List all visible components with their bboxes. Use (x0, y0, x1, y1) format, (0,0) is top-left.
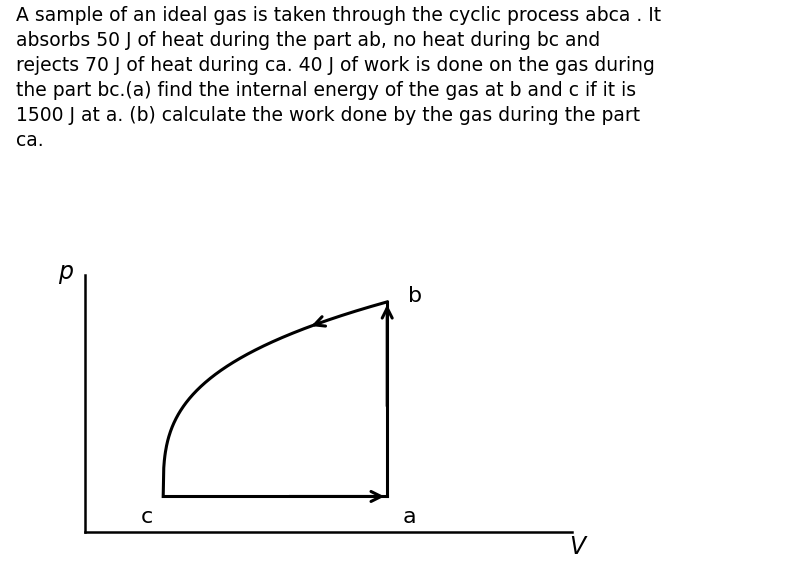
Text: A sample of an ideal gas is taken through the cyclic process abca . It
absorbs 5: A sample of an ideal gas is taken throug… (16, 6, 661, 150)
Text: b: b (408, 286, 422, 306)
Text: a: a (402, 507, 417, 527)
Text: c: c (140, 507, 153, 527)
Text: V: V (570, 535, 586, 558)
Text: p: p (58, 260, 73, 285)
